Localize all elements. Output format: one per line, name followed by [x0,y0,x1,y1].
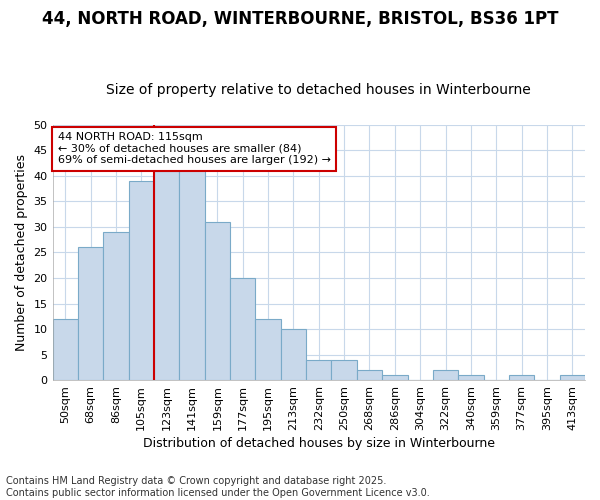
Bar [78,248,103,380]
Text: 44 NORTH ROAD: 115sqm
← 30% of detached houses are smaller (84)
69% of semi-deta: 44 NORTH ROAD: 115sqm ← 30% of detached … [58,132,331,166]
Bar [509,375,534,380]
Bar [281,329,306,380]
Bar [230,278,256,380]
Bar [458,375,484,380]
Bar [205,222,230,380]
Bar [382,375,407,380]
Bar [433,370,458,380]
Bar [256,319,281,380]
Y-axis label: Number of detached properties: Number of detached properties [15,154,28,351]
Bar [128,181,154,380]
Bar [154,170,179,380]
Title: Size of property relative to detached houses in Winterbourne: Size of property relative to detached ho… [106,83,531,97]
Bar [53,319,78,380]
X-axis label: Distribution of detached houses by size in Winterbourne: Distribution of detached houses by size … [143,437,495,450]
Text: Contains HM Land Registry data © Crown copyright and database right 2025.
Contai: Contains HM Land Registry data © Crown c… [6,476,430,498]
Bar [179,166,205,380]
Bar [306,360,331,380]
Bar [331,360,357,380]
Text: 44, NORTH ROAD, WINTERBOURNE, BRISTOL, BS36 1PT: 44, NORTH ROAD, WINTERBOURNE, BRISTOL, B… [42,10,558,28]
Bar [357,370,382,380]
Bar [103,232,128,380]
Bar [560,375,585,380]
